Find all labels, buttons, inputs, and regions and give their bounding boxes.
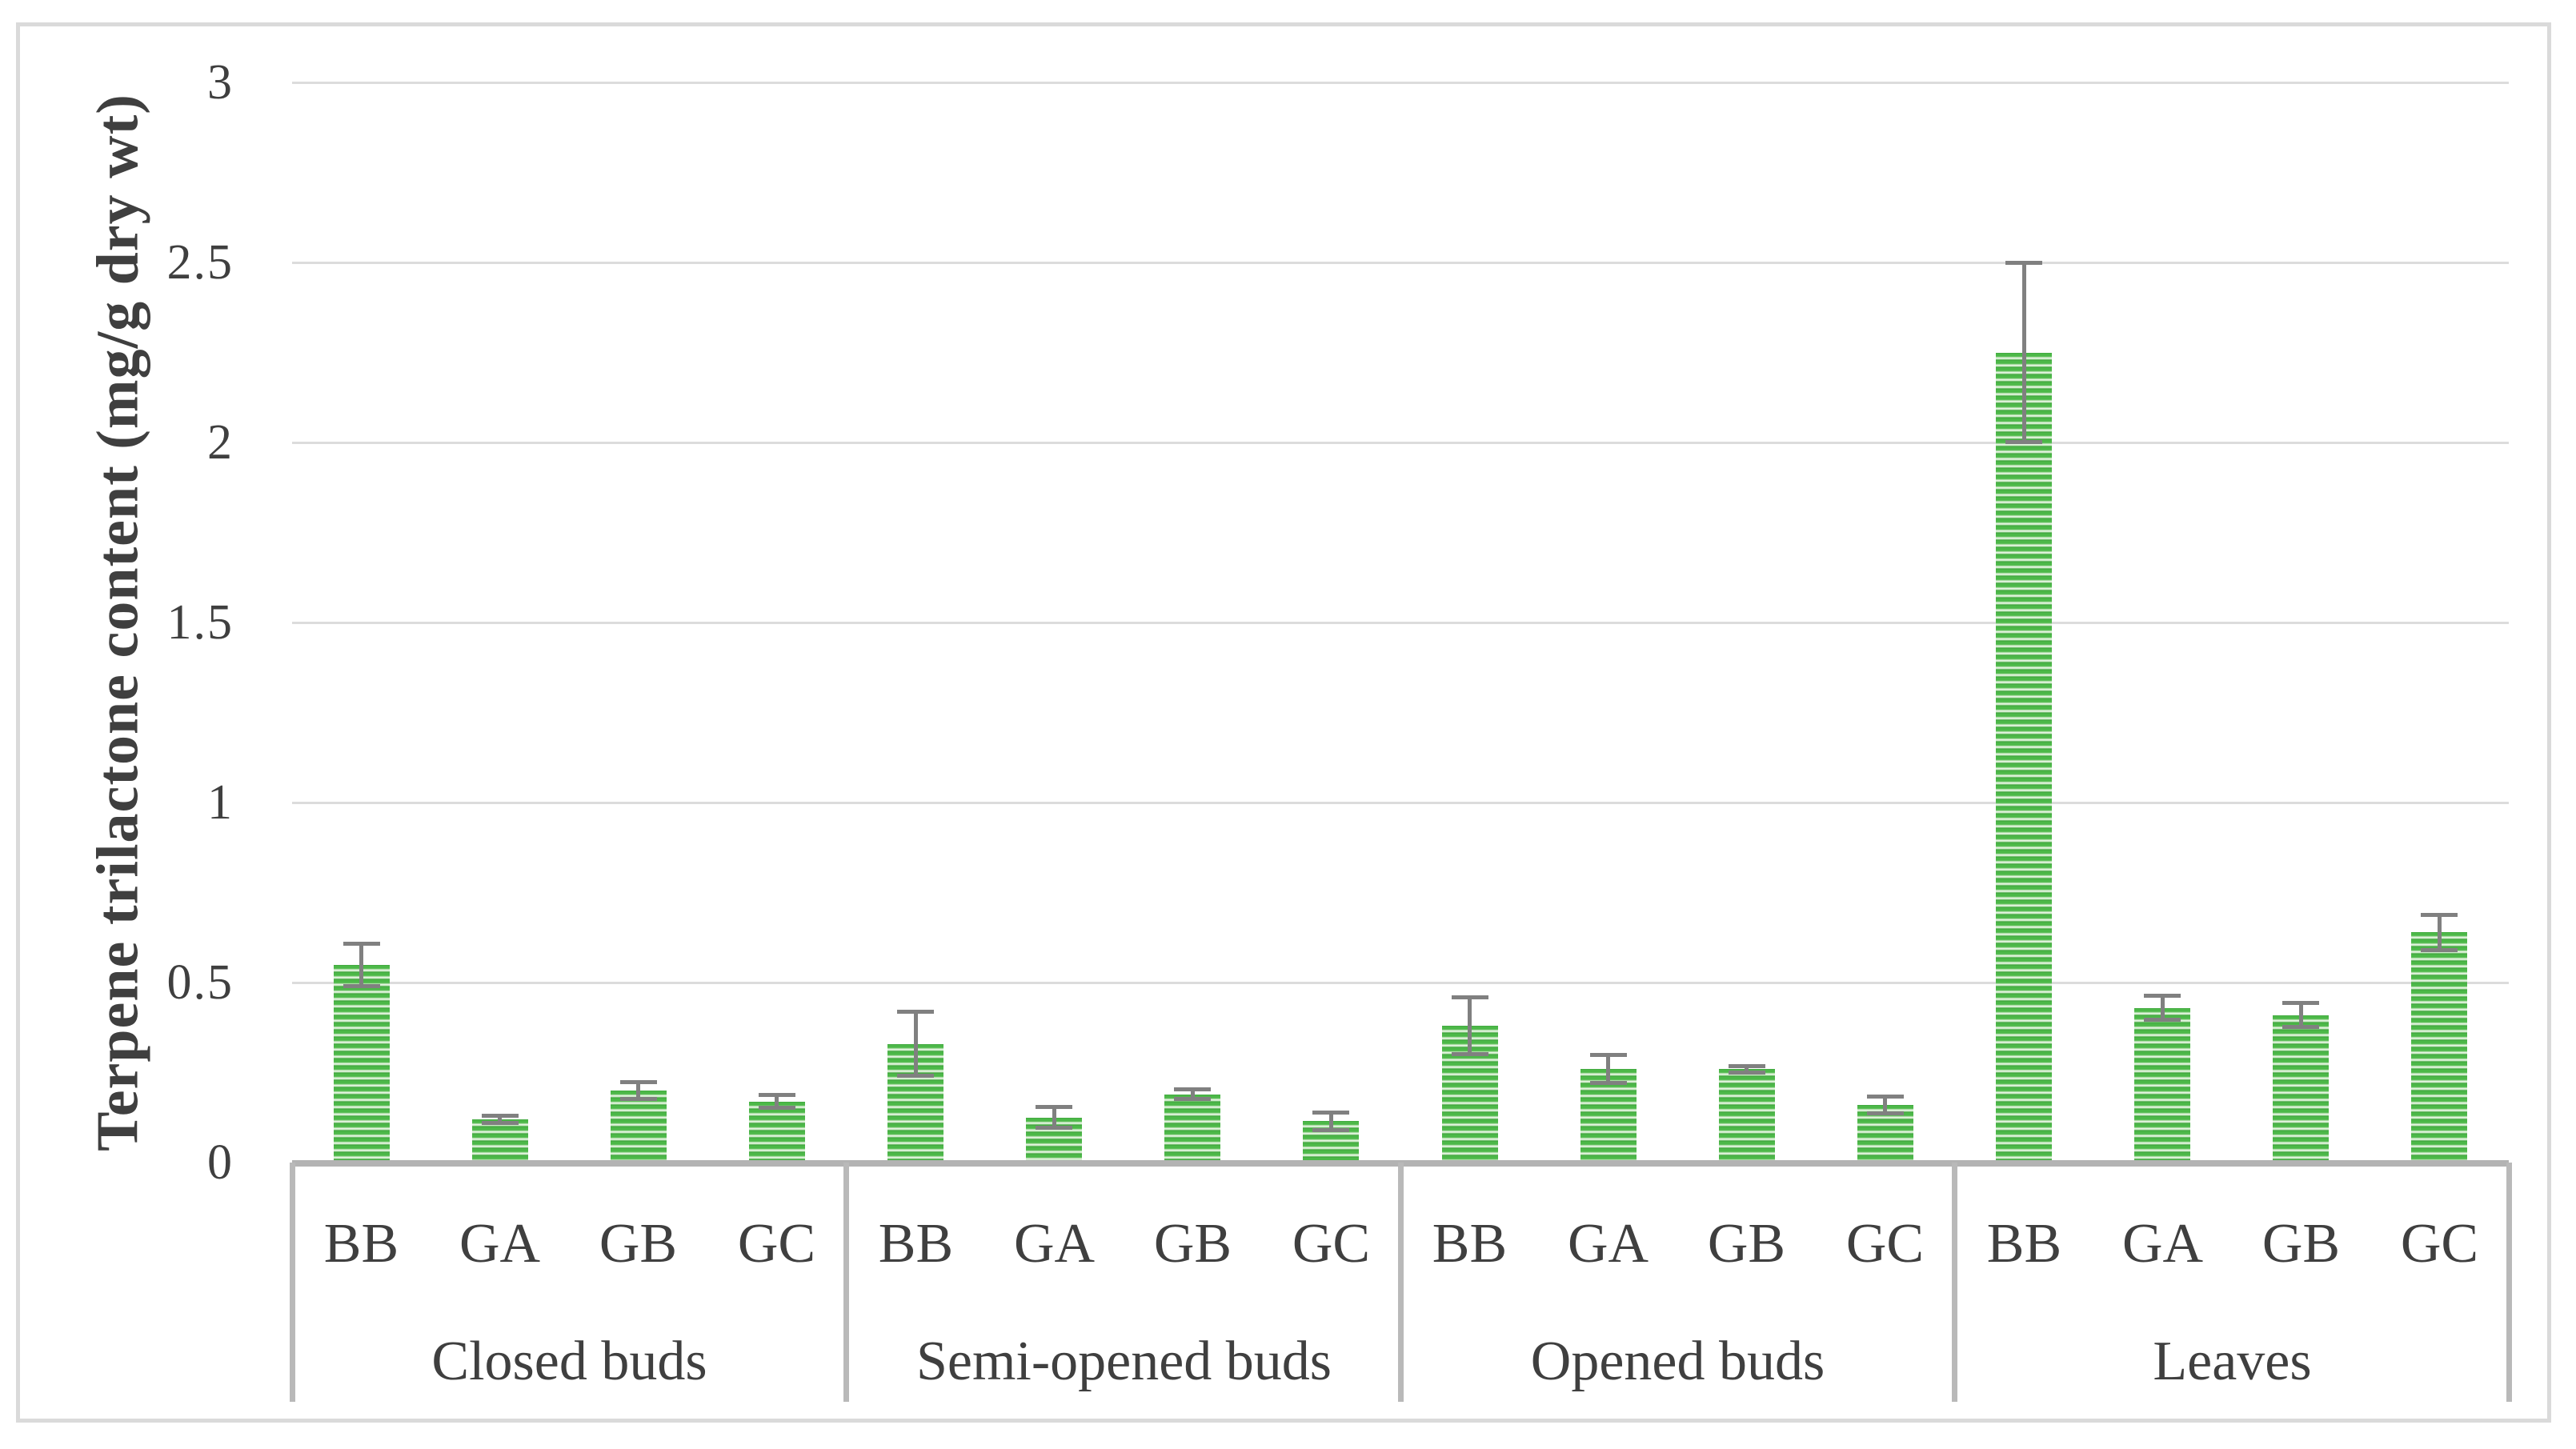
axis-divider: [1952, 1163, 1957, 1402]
error-bar-cap-top: [1036, 1105, 1072, 1109]
axis-divider: [290, 1163, 295, 1402]
error-bar-cap-top: [2421, 913, 2458, 917]
error-bar: [1191, 1089, 1195, 1100]
figure-border: [16, 22, 2551, 1423]
error-bar-cap-bottom: [482, 1121, 519, 1125]
error-bar: [1468, 997, 1472, 1055]
error-bar: [636, 1082, 640, 1100]
axis-divider: [1398, 1163, 1404, 1402]
group-label: Opened buds: [1530, 1331, 1825, 1392]
error-bar-cap-bottom: [1312, 1128, 1349, 1132]
category-label: BB: [1432, 1213, 1508, 1275]
error-bar-cap-bottom: [897, 1074, 934, 1078]
error-bar-cap-bottom: [1452, 1052, 1488, 1056]
error-bar: [2299, 1003, 2303, 1028]
error-bar-cap-top: [1729, 1064, 1765, 1068]
error-bar: [2161, 995, 2165, 1021]
error-bar-cap-top: [1867, 1095, 1904, 1099]
gridline: [292, 262, 2509, 264]
error-bar: [1052, 1107, 1056, 1128]
category-label: GA: [2121, 1213, 2204, 1275]
error-bar-cap-bottom: [2005, 440, 2042, 444]
bar: [472, 1119, 528, 1160]
error-bar-cap-top: [482, 1114, 519, 1118]
error-bar-cap-bottom: [2144, 1018, 2181, 1022]
axis-divider: [843, 1163, 849, 1402]
category-label: GA: [1567, 1213, 1649, 1275]
y-tick-label: 2: [207, 415, 234, 470]
error-bar-cap-top: [1590, 1053, 1627, 1057]
gridline: [292, 982, 2509, 984]
axis-divider: [2506, 1163, 2512, 1402]
category-label: BB: [323, 1213, 399, 1275]
error-bar-cap-bottom: [620, 1097, 657, 1101]
error-bar: [2438, 915, 2442, 951]
error-bar-cap-bottom: [1729, 1071, 1765, 1075]
gridline: [292, 622, 2509, 624]
error-bar-cap-bottom: [2282, 1025, 2319, 1029]
error-bar-cap-top: [343, 942, 380, 946]
error-bar-cap-top: [2282, 1001, 2319, 1005]
category-label: GC: [2400, 1213, 2479, 1275]
error-bar: [359, 943, 363, 987]
bar: [1164, 1095, 1220, 1161]
error-bar: [1745, 1066, 1749, 1073]
category-label: BB: [878, 1213, 954, 1275]
error-bar-cap-bottom: [343, 984, 380, 988]
bar: [1719, 1069, 1775, 1160]
category-label: GB: [1153, 1213, 1232, 1275]
bar: [1996, 353, 2052, 1161]
error-bar: [2022, 262, 2026, 442]
bar: [2134, 1008, 2190, 1161]
category-label: GB: [599, 1213, 678, 1275]
error-bar: [1329, 1112, 1333, 1131]
category-label: GC: [737, 1213, 816, 1275]
error-bar-cap-top: [759, 1093, 795, 1097]
category-label: GA: [1013, 1213, 1096, 1275]
bar: [2411, 932, 2467, 1160]
error-bar: [914, 1011, 918, 1076]
y-tick-label: 2.5: [166, 235, 234, 290]
error-bar-cap-bottom: [1590, 1081, 1627, 1085]
gridline: [292, 442, 2509, 444]
group-label: Leaves: [2153, 1331, 2312, 1392]
error-bar: [498, 1115, 502, 1124]
category-label: GC: [1292, 1213, 1371, 1275]
y-tick-label: 3: [207, 55, 234, 110]
error-bar-cap-bottom: [1867, 1111, 1904, 1115]
category-label: GA: [459, 1213, 541, 1275]
category-label: GB: [1707, 1213, 1786, 1275]
error-bar: [775, 1095, 779, 1107]
bar: [749, 1102, 805, 1161]
error-bar-cap-bottom: [2421, 948, 2458, 952]
y-tick-label: 0: [207, 1135, 234, 1190]
gridline: [292, 802, 2509, 804]
error-bar-cap-top: [1174, 1087, 1211, 1091]
error-bar: [1606, 1055, 1610, 1083]
category-label: GB: [2262, 1213, 2341, 1275]
error-bar-cap-top: [1452, 995, 1488, 999]
group-label: Semi-opened buds: [915, 1331, 1332, 1392]
error-bar-cap-top: [897, 1010, 934, 1014]
y-tick-label: 1: [207, 775, 234, 830]
error-bar-cap-bottom: [759, 1106, 795, 1110]
bar: [334, 965, 390, 1161]
error-bar-cap-top: [1312, 1111, 1349, 1115]
bar: [2273, 1015, 2329, 1161]
bar: [611, 1091, 667, 1160]
error-bar-cap-top: [2005, 261, 2042, 265]
category-label: GC: [1845, 1213, 1925, 1275]
error-bar-cap-top: [2144, 994, 2181, 998]
error-bar-cap-bottom: [1174, 1097, 1211, 1101]
error-bar-cap-top: [620, 1080, 657, 1084]
error-bar-cap-bottom: [1036, 1126, 1072, 1130]
y-tick-label: 0.5: [166, 955, 234, 1010]
group-label: Closed buds: [431, 1331, 707, 1392]
y-tick-label: 1.5: [166, 595, 234, 650]
category-label: BB: [1986, 1213, 2062, 1275]
gridline: [292, 82, 2509, 84]
error-bar: [1883, 1096, 1887, 1115]
